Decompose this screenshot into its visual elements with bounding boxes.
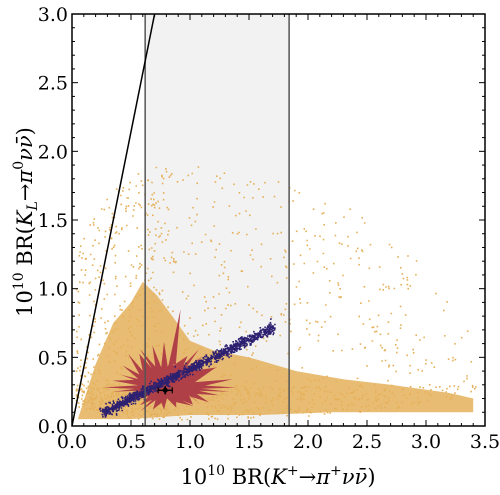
x-tick-label: 2.0	[293, 431, 323, 453]
y-tick-label: 1.0	[38, 279, 68, 301]
y-tick-label: 2.0	[38, 141, 68, 163]
purple-scatter-band	[99, 318, 276, 418]
axis-ticks: 0.0 0.5 1.0 1.5 2.0 2.5 3.0 3.5 0.0 0.5 1.0 1.5 2.0 2…	[38, 4, 500, 453]
y-tick-label: 0.5	[38, 347, 68, 369]
x-axis-label: 1010 BR(K+→π+νν̄)	[180, 463, 375, 489]
y-tick-label: 3.0	[38, 4, 68, 26]
y-tick-label: 1.5	[38, 210, 68, 232]
y-tick-label: 2.5	[38, 73, 68, 95]
x-tick-label: 0.0	[57, 431, 87, 453]
x-tick-label: 1.0	[175, 431, 205, 453]
x-tick-label: 1.5	[234, 431, 264, 453]
x-tick-label: 3.5	[470, 431, 500, 453]
y-axis-label: 1010 BR(KL→π0νν̄)	[11, 127, 41, 317]
x-tick-label: 2.5	[352, 431, 382, 453]
y-tick-label: 0.0	[38, 416, 68, 438]
sm-point-marker	[157, 386, 173, 395]
x-tick-label: 3.0	[411, 431, 441, 453]
bound-line	[72, 14, 156, 426]
x-tick-label: 0.5	[116, 431, 146, 453]
